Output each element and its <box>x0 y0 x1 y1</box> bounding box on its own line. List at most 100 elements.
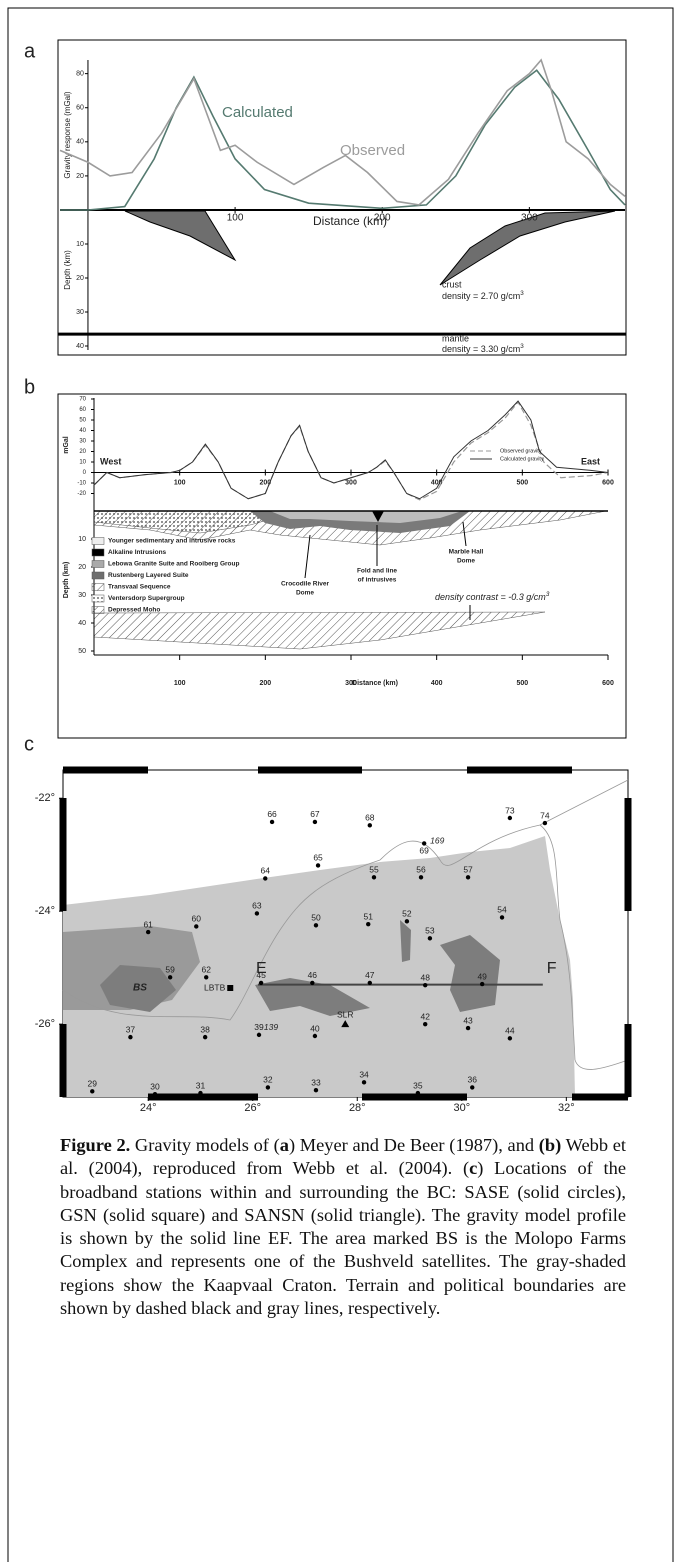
y-tick-label: -10 <box>77 481 86 487</box>
station-label: 64 <box>261 866 271 876</box>
bushveld-body <box>255 978 370 1016</box>
station-label: 37 <box>126 1024 136 1034</box>
station-label: 62 <box>201 965 211 975</box>
y-tick-label: 50 <box>79 418 86 424</box>
depth-tick-label: 30 <box>76 309 84 316</box>
annotation: of intrusives <box>358 577 397 584</box>
depth-tick-label: 10 <box>76 241 84 248</box>
depth-tick-label: 10 <box>78 536 86 543</box>
legend-label: Calculated gravity <box>500 456 544 462</box>
panel-a-frame <box>57 39 627 356</box>
molopo-farms <box>100 965 176 1012</box>
x-tick-label: 32° <box>558 1102 575 1114</box>
station-label: 139 <box>264 1022 278 1032</box>
political-boundary <box>62 779 629 1070</box>
caption-run: Gravity models of ( <box>130 1135 280 1155</box>
x-tick-label: 100 <box>174 680 186 687</box>
station <box>194 924 199 929</box>
alkaline-intrusion <box>372 511 384 522</box>
station-label: 53 <box>425 926 435 936</box>
station <box>310 980 315 986</box>
y-axis-label: Gravity response (mGal) <box>63 91 72 178</box>
text: density = 2.70 g/cm <box>442 291 520 301</box>
station <box>507 815 513 821</box>
station-label: 67 <box>310 809 320 819</box>
station-label: 39 <box>254 1022 264 1032</box>
y-tick-label: 20 <box>76 173 84 180</box>
station <box>341 1020 350 1028</box>
y-tick-label: 40 <box>76 139 84 146</box>
legend-label: Depressed Moho <box>108 607 160 614</box>
depth-axis-label: Depth (km) <box>63 562 70 599</box>
station <box>507 1036 513 1041</box>
annotation: West <box>100 456 121 466</box>
superscript: 3 <box>546 591 550 598</box>
annotation: East <box>581 456 600 466</box>
x-tick-label: 300 <box>521 213 538 224</box>
station <box>465 875 471 880</box>
station <box>371 875 377 880</box>
curve <box>93 400 609 500</box>
legend-label: Lebowa Granite Suite and Rooiberg Group <box>108 561 239 568</box>
panel-label: c <box>24 733 34 755</box>
station <box>418 875 424 880</box>
depressed-moho <box>93 611 546 650</box>
y-tick-label: 40 <box>79 428 86 434</box>
y-tick-label: 60 <box>79 407 86 413</box>
station <box>415 1090 421 1096</box>
page-border <box>7 7 674 1562</box>
caption-run: a <box>279 1135 289 1155</box>
station-label: 61 <box>143 919 153 929</box>
y-tick-label: 80 <box>76 70 84 77</box>
station <box>254 911 260 916</box>
station <box>366 921 371 927</box>
x-tick-label: 100 <box>227 213 244 224</box>
y-tick-label: 60 <box>76 105 84 112</box>
station <box>269 819 275 825</box>
legend-label: Transvaal Sequence <box>108 584 171 591</box>
station-label: 66 <box>267 809 277 819</box>
station <box>427 936 433 941</box>
station <box>361 1080 367 1085</box>
y-tick-label: 30 <box>79 439 86 445</box>
station-label: SLR <box>337 1009 354 1019</box>
station-label: 56 <box>416 865 426 875</box>
station <box>202 1034 208 1040</box>
profile-label: F <box>547 960 557 977</box>
panel-label: a <box>24 40 36 62</box>
station-label: 38 <box>200 1024 210 1034</box>
y-axis-label: mGal <box>63 436 70 454</box>
text: density contrast = -0.3 g/cm <box>435 592 546 602</box>
station-label: 68 <box>365 813 375 823</box>
station <box>423 982 428 988</box>
arrow <box>304 534 311 579</box>
station <box>152 1091 158 1097</box>
station-label: 34 <box>359 1070 369 1080</box>
station <box>479 981 485 987</box>
station <box>204 975 209 980</box>
legend-swatch <box>91 548 105 557</box>
x-tick-label: 500 <box>516 680 528 687</box>
curve <box>60 69 626 211</box>
caption: Figure 2. Gravity models of (a) Meyer an… <box>60 1134 626 1320</box>
caption-run: c <box>469 1158 478 1179</box>
depth-tick-label: 20 <box>76 275 84 282</box>
superscript: 3 <box>520 290 524 297</box>
legend-label: Alkaline Intrusions <box>108 549 167 556</box>
legend-label: Observed gravity <box>500 448 542 454</box>
x-tick-label: 200 <box>374 213 391 224</box>
y-tick-label: 10 <box>79 460 86 466</box>
x-tick-label: 300 <box>345 479 357 486</box>
legend-swatch <box>91 537 105 545</box>
y-tick-label: 0 <box>83 470 87 476</box>
bushveld-body <box>440 935 500 1012</box>
x-tick-label: 600 <box>602 680 614 687</box>
station <box>313 923 319 928</box>
x-tick-label: 400 <box>431 479 443 486</box>
station-label: 43 <box>463 1015 473 1025</box>
y-tick-label: -24° <box>35 905 55 917</box>
panel-b-frame <box>57 393 627 739</box>
station-label: 44 <box>505 1026 515 1036</box>
station <box>313 1088 319 1093</box>
station <box>423 1021 428 1027</box>
